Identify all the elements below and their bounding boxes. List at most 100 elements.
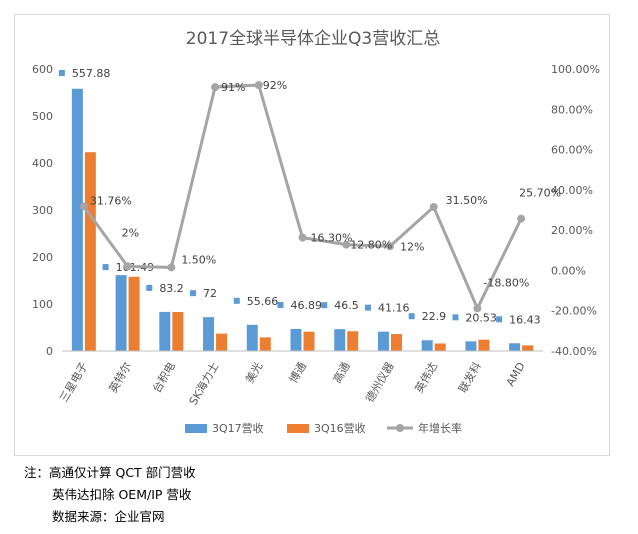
y2-tick-label: 100.00% (551, 63, 600, 76)
bar-label-marker (321, 302, 328, 309)
bar-3q16 (390, 334, 402, 351)
growth-point (517, 214, 526, 223)
footnotes: 注：高通仅计算 QCT 部门营收 英伟达扣除 OEM/IP 营收 数据来源：企业… (24, 462, 196, 528)
growth-value-label: 1.50% (181, 253, 216, 266)
growth-point (385, 242, 394, 251)
growth-value-label: 31.76% (90, 194, 132, 207)
bar-3q17 (71, 88, 83, 352)
chart-title: 2017全球半导体企业Q3营收汇总 (186, 29, 440, 49)
y-tick-label: 300 (32, 204, 53, 217)
bar-label-marker (233, 297, 240, 304)
growth-point (123, 262, 132, 271)
y2-tick-label: 20.00% (551, 224, 593, 237)
x-tick-label: 高通 (330, 360, 353, 386)
legend-marker-growth (396, 424, 404, 432)
note-scope: 注：高通仅计算 QCT 部门营收 (24, 465, 196, 480)
bar-3q17 (246, 324, 258, 351)
bar-3q16 (478, 339, 490, 351)
bar-3q17 (465, 341, 477, 351)
growth-point (211, 83, 220, 92)
growth-point (79, 202, 88, 211)
growth-value-label: 2% (122, 226, 139, 239)
bar-label-marker (408, 313, 415, 320)
growth-value-label: 31.50% (446, 194, 488, 207)
growth-point (254, 81, 263, 90)
bar-3q16 (84, 152, 96, 351)
bar-3q16 (128, 276, 140, 351)
chart-svg: 2017全球半导体企业Q3营收汇总 0 100 200 300 400 500 600 -40.… (32, 29, 600, 435)
bar-value-label: 41.16 (378, 302, 410, 315)
bar-label-marker (146, 284, 153, 291)
y-tick-label: 600 (32, 63, 53, 76)
bar-label-marker (190, 290, 197, 297)
growth-value-label: 25.70% (519, 187, 561, 200)
x-tick-label: SK海力士 (186, 360, 222, 408)
bar-value-label: 557.88 (72, 67, 111, 80)
bar-value-label: 20.53 (465, 311, 497, 324)
y-tick-label: 500 (32, 110, 53, 123)
growth-point (473, 304, 482, 313)
growth-value-label: 12% (400, 240, 424, 253)
legend-label-growth: 年增长率 (418, 421, 462, 435)
bar-value-label: 72 (203, 287, 217, 300)
bar-3q16 (434, 343, 446, 351)
x-tick-label: 英特尔 (106, 360, 135, 396)
x-tick-label: AMD (504, 360, 528, 389)
y-tick-label: 400 (32, 157, 53, 170)
bar-value-label: 16.43 (509, 313, 541, 326)
x-tick-label: 英伟达 (412, 360, 441, 396)
growth-value-label: -18.80% (483, 276, 529, 289)
growth-value-label: 12.80% (350, 239, 392, 252)
y2-tick-label: -40.00% (551, 345, 597, 358)
growth-value-label: 16.30% (311, 232, 353, 245)
bar-3q17 (203, 317, 215, 351)
bar-3q17 (377, 331, 389, 351)
bar-3q16 (347, 331, 359, 351)
growth-value-label: 91% (221, 81, 245, 94)
y2-tick-label: 80.00% (551, 103, 593, 116)
bar-value-label: 46.89 (291, 299, 323, 312)
x-tick-label: 三星电子 (57, 360, 90, 405)
growth-point (298, 233, 307, 242)
bar-label-marker (58, 70, 65, 76)
bar-3q16 (172, 311, 184, 351)
growth-point (342, 240, 351, 249)
growth-point (167, 263, 176, 272)
bar-label-marker (102, 264, 109, 271)
bar-3q16 (216, 333, 228, 351)
bar-3q16 (303, 331, 315, 351)
y2-tick-label: 0.00% (551, 264, 586, 277)
bar-3q17 (290, 328, 302, 351)
bar-3q16 (259, 337, 271, 351)
bar-3q16 (522, 345, 534, 351)
growth-value-label: 92% (263, 79, 287, 92)
y-tick-label: 0 (46, 345, 53, 358)
bar-3q17 (421, 340, 433, 351)
bar-value-label: 83.2 (159, 282, 184, 295)
bar-3q17 (159, 311, 171, 351)
legend-swatch-3q17 (185, 424, 207, 433)
y-tick-label: 100 (32, 298, 53, 311)
legend-swatch-3q16 (287, 424, 309, 433)
bar-label-marker (452, 314, 459, 321)
growth-point (429, 202, 438, 211)
chart-frame: 2017全球半导体企业Q3营收汇总 0 100 200 300 400 500 600 -40.… (14, 14, 610, 456)
y2-tick-label: 60.00% (551, 144, 593, 157)
y-tick-label: 200 (32, 251, 53, 264)
y2-tick-label: 40.00% (551, 184, 593, 197)
bar-value-label: 22.9 (422, 310, 447, 323)
bar-label-marker (277, 301, 284, 308)
y2-tick-label: -20.00% (551, 305, 597, 318)
x-tick-label: 美光 (242, 360, 265, 386)
note-source: 数据来源：企业官网 (52, 509, 165, 524)
bar-label-marker (364, 304, 371, 311)
legend-label-3q16: 3Q16营收 (314, 421, 366, 435)
x-tick-label: 博通 (287, 360, 309, 386)
bar-3q17 (334, 329, 346, 351)
bar-value-label: 55.66 (247, 295, 278, 308)
x-tick-label: 德州仪器 (362, 360, 396, 405)
bar-label-marker (496, 316, 503, 323)
bar-3q17 (509, 343, 521, 351)
x-tick-label: 台积电 (149, 360, 178, 396)
legend-label-3q17: 3Q17营收 (212, 421, 264, 435)
